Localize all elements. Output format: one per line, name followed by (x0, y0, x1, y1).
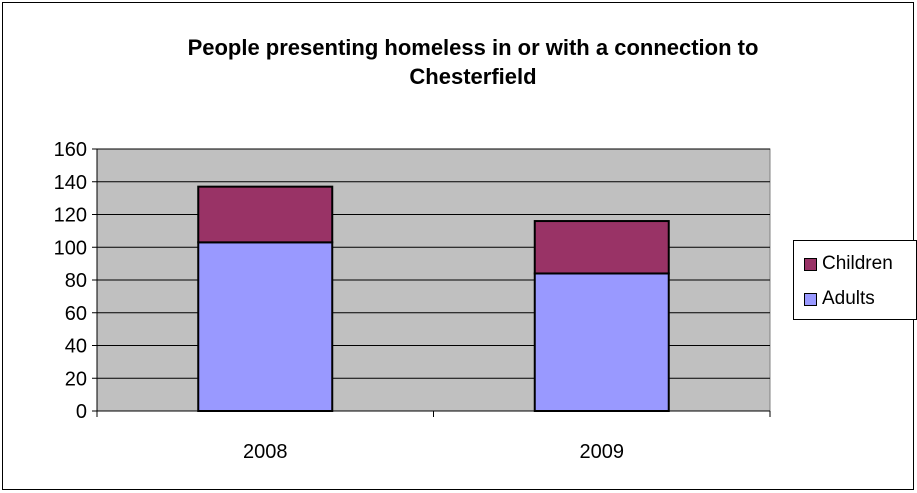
y-tick-label-120: 120 (54, 205, 87, 227)
y-tick-label-20: 20 (65, 368, 87, 390)
y-tick-label-40: 40 (65, 336, 87, 358)
y-tick-label-100: 100 (54, 237, 87, 259)
bar-children-2008 (197, 185, 334, 244)
x-tick-label-2008: 2008 (243, 441, 288, 463)
legend-swatch-children (804, 257, 817, 271)
bar-children-2009 (533, 220, 670, 275)
y-tick-label-80: 80 (65, 270, 87, 292)
x-tick-label-2009: 2009 (580, 441, 625, 463)
legend-label-children: Children (822, 253, 893, 274)
legend-item-children: Children (804, 253, 893, 275)
y-tick-label-0: 0 (76, 401, 87, 423)
legend-swatch-adults (804, 292, 817, 306)
legend-label-adults: Adults (822, 288, 875, 309)
y-tick-label-160: 160 (54, 139, 87, 161)
bar-adults-2009 (533, 272, 670, 413)
y-tick-label-140: 140 (54, 172, 87, 194)
chart-title-line-1: People presenting homeless in or with a … (187, 35, 759, 60)
chart-title: People presenting homeless in or with a … (63, 33, 883, 91)
bar-adults-2008 (197, 241, 334, 412)
y-tick-label-60: 60 (65, 303, 87, 325)
chart-legend: Children Adults (793, 240, 917, 320)
chart-title-line-2: Chesterfield (409, 64, 537, 89)
legend-item-adults: Adults (804, 288, 875, 310)
